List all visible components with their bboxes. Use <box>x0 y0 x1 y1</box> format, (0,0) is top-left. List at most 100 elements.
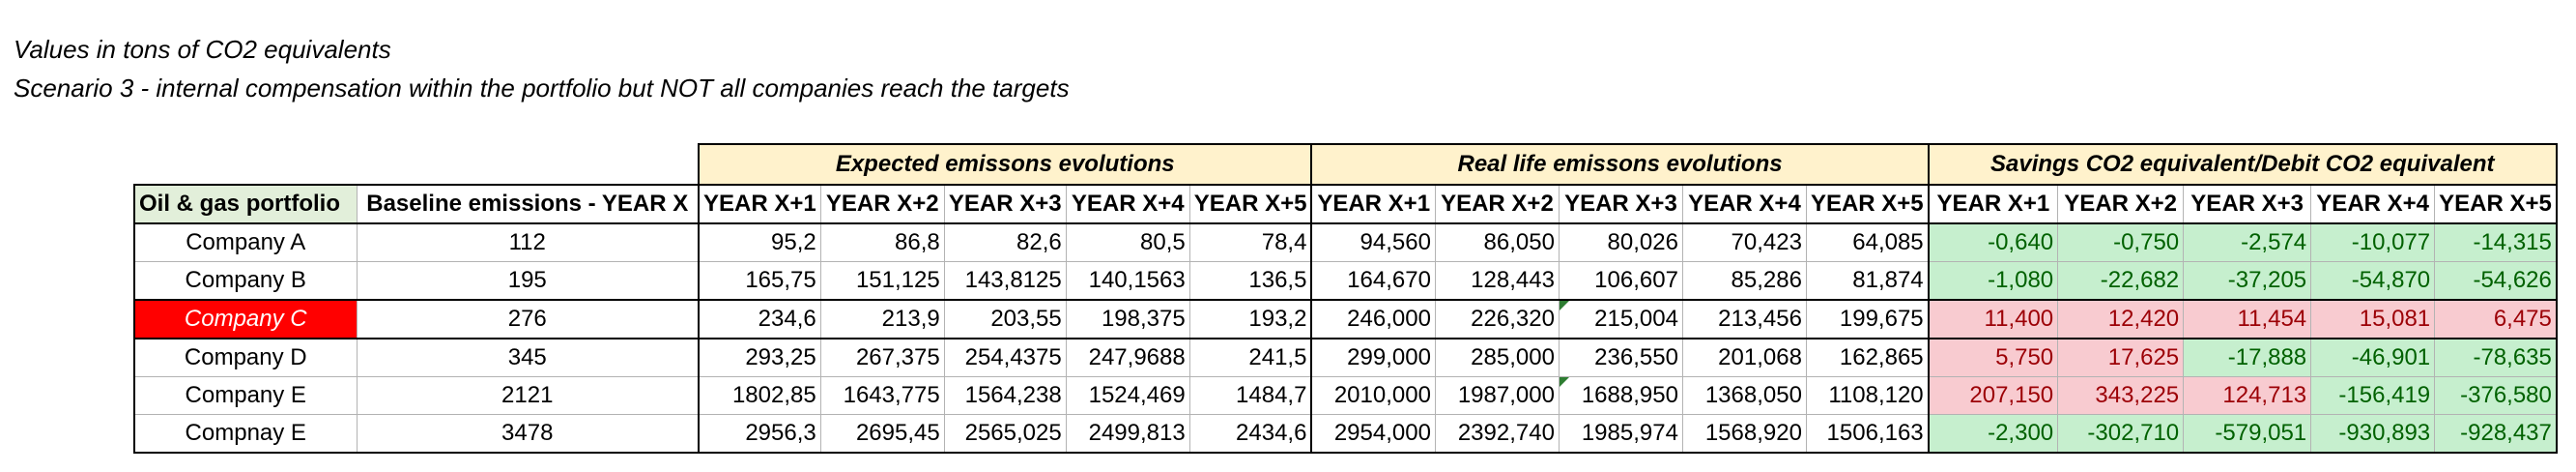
real-cell: 199,675 <box>1805 299 1930 339</box>
table-row: Company A 112 95,2 86,8 82,6 80,5 78,4 94,560 86… <box>133 222 2558 262</box>
debit-cell: 124,713 <box>2183 376 2312 415</box>
group-header-row: Expected emissons evolutions Real life e… <box>134 143 2558 186</box>
real-cell: 164,670 <box>1310 261 1436 301</box>
expected-cell: 82,6 <box>943 222 1067 262</box>
expected-cell: 2499,813 <box>1065 414 1190 454</box>
real-cell: 236,550 <box>1558 338 1683 377</box>
baseline-cell: 112 <box>356 222 700 262</box>
expected-cell: 1802,85 <box>698 376 821 415</box>
table-row: Company C 276 234,6 213,9 203,55 198,375 193,2… <box>133 299 2558 339</box>
expected-cell: 2565,025 <box>943 414 1067 454</box>
debit-cell: 343,225 <box>2057 376 2185 415</box>
column-header: YEAR X+2 <box>2057 184 2185 224</box>
real-cell: 215,004 <box>1558 299 1683 339</box>
real-cell: 226,320 <box>1434 299 1560 339</box>
real-cell: 1368,050 <box>1681 376 1807 415</box>
saving-cell: -928,437 <box>2434 414 2558 454</box>
real-cell: 1987,000 <box>1434 376 1560 415</box>
expected-cell: 86,8 <box>819 222 945 262</box>
saving-cell: -1,080 <box>1928 261 2059 301</box>
baseline-cell: 195 <box>356 261 700 301</box>
expected-cell: 165,75 <box>698 261 821 301</box>
real-cell: 106,607 <box>1558 261 1683 301</box>
real-cell: 86,050 <box>1434 222 1560 262</box>
real-cell: 70,423 <box>1681 222 1807 262</box>
column-header: YEAR X+1 <box>698 184 821 224</box>
real-cell: 2392,740 <box>1434 414 1560 454</box>
column-header: YEAR X+5 <box>1805 184 1930 224</box>
saving-cell: -78,635 <box>2434 338 2558 377</box>
expected-cell: 1484,7 <box>1188 376 1313 415</box>
group-expected: Expected emissons evolutions <box>697 143 1313 186</box>
expected-cell: 136,5 <box>1188 261 1313 301</box>
column-header: Oil & gas portfolio <box>133 184 358 224</box>
expected-cell: 267,375 <box>819 338 945 377</box>
real-cell: 85,286 <box>1681 261 1807 301</box>
saving-cell: -156,419 <box>2310 376 2436 415</box>
debit-cell: 12,420 <box>2057 299 2185 339</box>
units-note: Values in tons of CO2 equivalents <box>14 35 391 64</box>
real-cell: 2010,000 <box>1310 376 1436 415</box>
expected-cell: 193,2 <box>1188 299 1313 339</box>
expected-cell: 80,5 <box>1065 222 1190 262</box>
saving-cell: -54,626 <box>2434 261 2558 301</box>
baseline-cell: 3478 <box>356 414 700 454</box>
expected-cell: 143,8125 <box>943 261 1067 301</box>
expected-cell: 293,25 <box>698 338 821 377</box>
table-row: Company B 195 165,75 151,125 143,8125 140,156… <box>133 261 2558 301</box>
saving-cell: -17,888 <box>2183 338 2312 377</box>
column-header: YEAR X+3 <box>943 184 1067 224</box>
expected-cell: 1564,238 <box>943 376 1067 415</box>
saving-cell: -930,893 <box>2310 414 2436 454</box>
debit-cell: 6,475 <box>2434 299 2558 339</box>
real-cell: 94,560 <box>1310 222 1436 262</box>
saving-cell: -54,870 <box>2310 261 2436 301</box>
real-cell: 162,865 <box>1805 338 1930 377</box>
real-cell: 128,443 <box>1434 261 1560 301</box>
column-header: YEAR X+3 <box>2183 184 2312 224</box>
debit-cell: 17,625 <box>2057 338 2185 377</box>
scenario-note: Scenario 3 - internal compensation withi… <box>14 74 1070 103</box>
real-cell: 1108,120 <box>1805 376 1930 415</box>
real-cell: 1506,163 <box>1805 414 1930 454</box>
real-cell: 201,068 <box>1681 338 1807 377</box>
saving-cell: -22,682 <box>2057 261 2185 301</box>
expected-cell: 95,2 <box>698 222 821 262</box>
group-real: Real life emissons evolutions <box>1310 143 1930 186</box>
expected-cell: 2695,45 <box>819 414 945 454</box>
column-header: YEAR X+1 <box>1928 184 2059 224</box>
real-cell: 1568,920 <box>1681 414 1807 454</box>
company-name: Company B <box>133 261 358 301</box>
real-cell: 299,000 <box>1310 338 1436 377</box>
saving-cell: -579,051 <box>2183 414 2312 454</box>
saving-cell: -14,315 <box>2434 222 2558 262</box>
saving-cell: -2,574 <box>2183 222 2312 262</box>
company-name: Company E <box>133 376 358 415</box>
real-cell: 285,000 <box>1434 338 1560 377</box>
saving-cell: -302,710 <box>2057 414 2185 454</box>
table-row: Company E 2121 1802,85 1643,775 1564,238 1524… <box>133 376 2558 415</box>
expected-cell: 1524,469 <box>1065 376 1190 415</box>
table-row: Company D 345 293,25 267,375 254,4375 247,968… <box>133 338 2558 377</box>
real-cell: 246,000 <box>1310 299 1436 339</box>
company-name: Company D <box>133 338 358 377</box>
expected-cell: 2956,3 <box>698 414 821 454</box>
debit-cell: 5,750 <box>1928 338 2059 377</box>
company-name: Company A <box>133 222 358 262</box>
debit-cell: 11,400 <box>1928 299 2059 339</box>
column-header-row: Oil & gas portfolio Baseline emissions - … <box>133 184 2558 224</box>
real-cell: 80,026 <box>1558 222 1683 262</box>
saving-cell: -37,205 <box>2183 261 2312 301</box>
saving-cell: -46,901 <box>2310 338 2436 377</box>
group-savings: Savings CO2 equivalent/Debit CO2 equival… <box>1927 143 2558 186</box>
saving-cell: -0,750 <box>2057 222 2185 262</box>
column-header: Baseline emissions - YEAR X <box>356 184 700 224</box>
column-header: YEAR X+4 <box>2310 184 2436 224</box>
emissions-table: Expected emissons evolutions Real life e… <box>133 143 2558 454</box>
company-name: Company C <box>133 299 358 339</box>
saving-cell: -10,077 <box>2310 222 2436 262</box>
real-cell: 213,456 <box>1681 299 1807 339</box>
real-cell: 1688,950 <box>1558 376 1683 415</box>
expected-cell: 203,55 <box>943 299 1067 339</box>
saving-cell: -376,580 <box>2434 376 2558 415</box>
